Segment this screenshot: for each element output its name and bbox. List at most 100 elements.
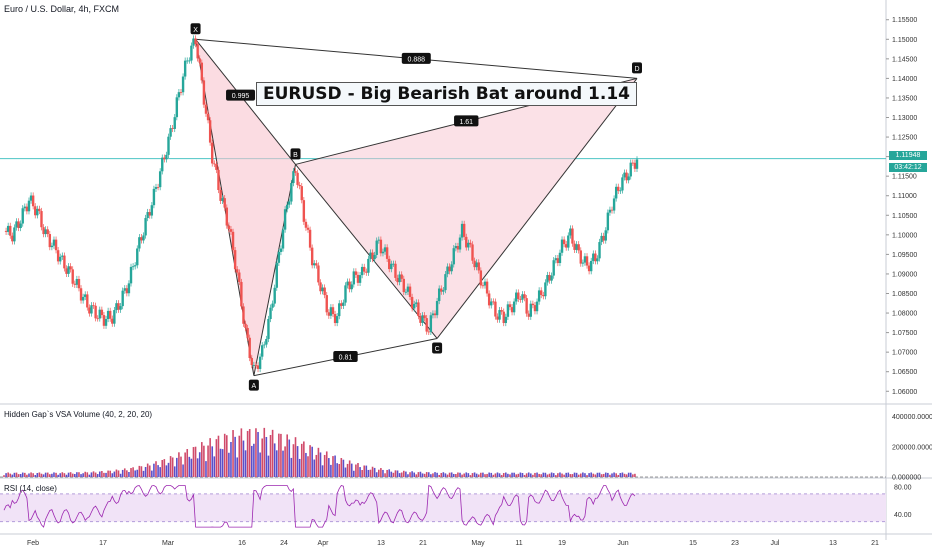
candle-body: [84, 294, 87, 297]
volume-bar: [196, 458, 199, 477]
volume-bar: [609, 474, 611, 477]
pattern-headline[interactable]: EURUSD - Big Bearish Bat around 1.14: [256, 82, 637, 106]
volume-bar: [388, 469, 391, 477]
candle-body: [537, 290, 541, 302]
candle-body: [404, 291, 408, 293]
x-tick-label: May: [471, 540, 485, 547]
pattern-leg-CD: [436, 78, 638, 339]
volume-bar: [521, 473, 524, 477]
y-tick-label: 1.11000: [892, 193, 917, 200]
volume-bar: [65, 474, 68, 477]
volume-bar: [492, 474, 495, 477]
volume-bar: [548, 473, 551, 477]
candle-body: [186, 60, 189, 62]
volume-bar: [350, 463, 353, 477]
candle-body: [196, 44, 199, 59]
volume-bar: [346, 463, 349, 477]
volume-bar: [30, 472, 32, 477]
candle-body: [208, 120, 212, 143]
candle-body: [69, 266, 72, 270]
volume-bar: [140, 466, 143, 477]
volume-bar: [513, 472, 515, 477]
candle-body: [358, 275, 362, 283]
volume-bar: [573, 472, 576, 477]
candle-body: [454, 245, 458, 249]
volume-bar: [165, 465, 168, 477]
volume-bar: [584, 473, 586, 477]
candle-body: [333, 314, 337, 324]
candle-body: [348, 281, 351, 290]
volume-bar: [502, 473, 505, 477]
candle-body: [292, 171, 295, 184]
volume-bar: [559, 472, 561, 477]
volume-bar: [178, 452, 180, 477]
volume-bar: [284, 446, 286, 477]
candle-body: [467, 242, 470, 248]
volume-bar: [303, 441, 305, 477]
volume-bar: [602, 473, 605, 477]
volume-bar: [42, 474, 45, 477]
candle-body: [458, 237, 462, 250]
volume-bar: [250, 445, 253, 477]
volume-bar: [561, 473, 563, 477]
volume-bar: [49, 474, 51, 477]
rsi-line: [3, 484, 636, 528]
candle-body: [338, 303, 341, 317]
volume-bar: [413, 472, 416, 477]
point-label-bg: [248, 379, 259, 391]
candle-body: [140, 237, 143, 241]
volume-bar: [55, 472, 57, 477]
y-tick-label: 1.06000: [892, 389, 917, 396]
candle-body: [431, 313, 435, 316]
candle-body: [587, 265, 591, 272]
volume-bar: [384, 473, 386, 477]
volume-indicator-label[interactable]: Hidden Gap`s VSA Volume (40, 2, 20, 20): [4, 410, 153, 419]
candle-body: [335, 316, 339, 324]
candle-body: [138, 237, 141, 249]
candle-body: [127, 283, 131, 294]
candle-body: [577, 244, 580, 251]
candle-body: [600, 235, 603, 243]
candle-body: [283, 209, 287, 230]
candle-body: [631, 162, 635, 164]
volume-bar: [615, 473, 617, 477]
candle-body: [50, 245, 54, 248]
symbol-title: Euro / U.S. Dollar, 4h, FXCM: [4, 4, 120, 14]
rsi-indicator-label[interactable]: RSI (14, close): [4, 484, 57, 493]
volume-bar: [425, 472, 428, 477]
candle-body: [154, 187, 158, 189]
candle-body: [192, 38, 195, 46]
candle-body: [452, 248, 455, 265]
candle-body: [367, 258, 370, 273]
volume-bar: [269, 435, 272, 477]
candle-body: [227, 225, 231, 230]
candle-body: [498, 310, 501, 320]
candle-body: [117, 303, 120, 310]
candle-body: [571, 228, 574, 244]
candle-body: [354, 271, 358, 275]
volume-bar: [201, 442, 203, 477]
volume-bar: [486, 473, 488, 477]
candle-body: [315, 263, 318, 266]
candle-body: [350, 284, 353, 290]
volume-bar: [421, 473, 424, 477]
candle-body: [512, 301, 516, 313]
candle-body: [275, 262, 278, 288]
candle-body: [233, 250, 237, 270]
last-price-tag: 1.11948: [889, 151, 927, 160]
candle-body: [627, 176, 630, 181]
volume-bar: [328, 458, 330, 477]
harmonic-pattern[interactable]: X A B C D 0.888 0.995 1.61 0.81: [190, 23, 642, 391]
volume-bar: [357, 463, 359, 477]
candle-body: [363, 266, 366, 272]
volume-bar: [63, 473, 66, 477]
volume-bar: [588, 473, 590, 477]
candle-body: [111, 318, 114, 324]
volume-bar: [321, 465, 324, 477]
volume-bar: [386, 469, 388, 477]
volume-bar: [78, 472, 80, 477]
volume-bar: [490, 472, 493, 477]
y-tick-label: 1.10000: [892, 232, 917, 239]
volume-bar: [613, 472, 615, 477]
candle-body: [229, 229, 233, 232]
